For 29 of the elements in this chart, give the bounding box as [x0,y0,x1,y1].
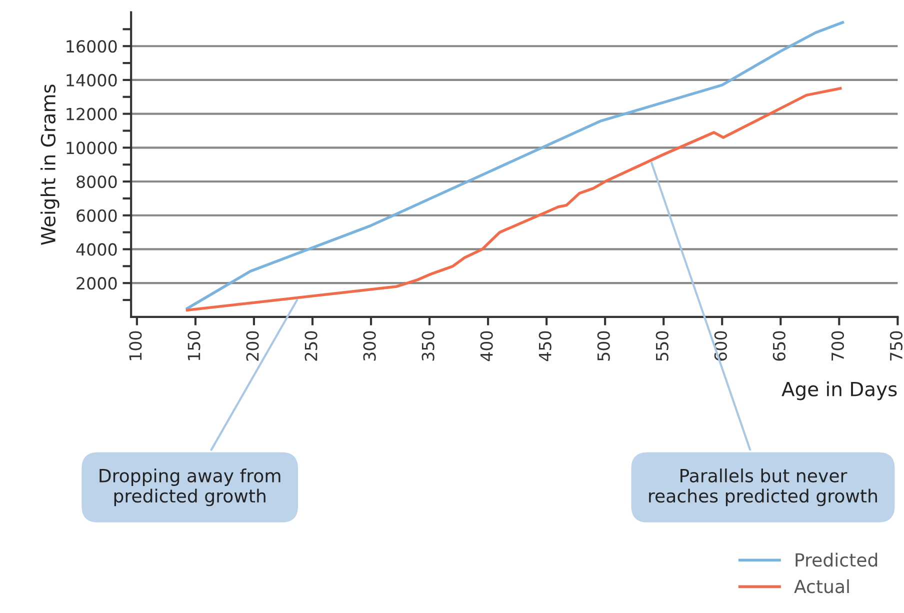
x-axis-title: Age in Days [782,381,897,400]
annotation: Dropping away from predicted growth [100,468,280,506]
y-tick-label: 16000 [66,40,117,53]
y-tick-label: 12000 [66,108,117,120]
y-tick-label: 8000 [76,175,117,188]
x-tick-label: 550 [656,331,668,361]
x-tick-label: 100 [129,331,142,360]
line-series [186,87,842,312]
x-tick-label: 300 [363,331,376,361]
legend-label: Actual [794,579,849,594]
legend-label: Predicted [796,552,878,567]
line-series [186,21,844,310]
x-tick-label: 250 [304,331,318,361]
y-tick-label: 4000 [76,243,117,256]
x-tick-label: 450 [538,331,552,362]
x-tick-label: 400 [480,331,493,362]
annotation: Parallels but never reaches predicted growth [649,468,877,506]
x-tick-label: 750 [890,331,903,361]
x-tick-label: 350 [422,331,434,361]
y-axis-title: Weight in Grams [40,84,60,245]
x-tick-label: 650 [772,331,786,361]
x-tick-label: 700 [831,331,844,361]
x-tick-label: 500 [597,331,610,361]
x-tick-label: 150 [188,331,200,360]
x-tick-label: 200 [246,331,259,361]
y-tick-label: 2000 [76,277,117,290]
y-tick-label: 14000 [66,74,117,87]
y-tick-label: 6000 [76,209,117,222]
y-tick-label: 10000 [66,142,117,154]
